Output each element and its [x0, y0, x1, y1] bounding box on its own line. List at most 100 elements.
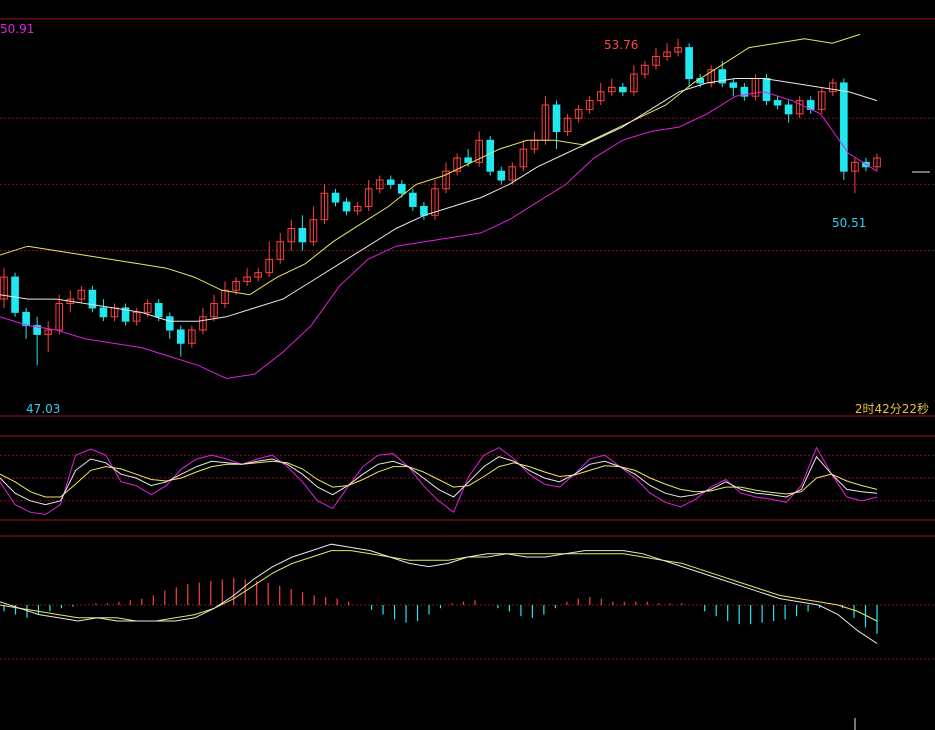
candle [22, 307, 30, 339]
candle-body [442, 170, 450, 190]
candle-body [77, 289, 86, 300]
candle-body [718, 69, 727, 84]
candle [398, 180, 406, 198]
candle [11, 272, 19, 317]
candle-body [287, 228, 296, 243]
candle [607, 78, 616, 97]
candle [674, 38, 682, 57]
chart-frame [0, 18, 935, 537]
candle [795, 96, 804, 119]
candle-body [342, 201, 351, 212]
candle [276, 232, 285, 264]
candle [165, 312, 174, 339]
candle-body [132, 311, 141, 322]
candle [552, 100, 561, 150]
candle [475, 131, 483, 167]
candle [851, 157, 859, 194]
candle [685, 43, 693, 88]
candle [287, 219, 296, 251]
candle-body [817, 91, 826, 110]
candle-body [265, 258, 274, 274]
candle-body [143, 303, 152, 313]
candle-body [88, 289, 97, 309]
candle-body [254, 272, 262, 278]
candle [541, 96, 550, 145]
kdj-panel[interactable] [0, 446, 935, 516]
candle [431, 180, 439, 220]
candle-body [398, 183, 406, 194]
candle [729, 78, 738, 97]
candle-body [497, 170, 506, 181]
candle-body [420, 205, 428, 216]
candle-body [320, 192, 329, 221]
candle-body [353, 205, 362, 212]
macd-dif-line [0, 543, 878, 644]
candle [563, 113, 572, 136]
candle [652, 47, 660, 70]
candle [873, 153, 881, 172]
candle-body [386, 179, 395, 185]
recent-low-marker: 50.51 [832, 216, 867, 230]
candle [530, 131, 539, 154]
candle [442, 162, 450, 194]
lower-band-line [0, 91, 878, 380]
kdj-j-line [0, 446, 878, 516]
candle-body [585, 100, 594, 110]
candle-body [674, 47, 682, 53]
candle [453, 153, 461, 176]
candle-body [176, 329, 185, 344]
candle [630, 65, 638, 97]
candle-body [55, 303, 64, 331]
top-price-label: 50.91 [0, 22, 35, 36]
candle-body [199, 316, 207, 331]
candle-body [44, 329, 53, 335]
candle-body [607, 86, 616, 93]
candle-body [574, 108, 583, 119]
candle [55, 294, 64, 335]
candle [409, 188, 417, 211]
candle-body [11, 276, 19, 313]
middle-band-line [0, 78, 878, 322]
candle [707, 65, 716, 88]
candle [132, 307, 141, 326]
candle [386, 175, 395, 189]
candle-body [188, 329, 196, 344]
candle-body [298, 228, 307, 243]
candle [254, 268, 262, 282]
price-panel[interactable] [0, 33, 935, 380]
candle-body [740, 86, 749, 97]
candle [663, 43, 671, 61]
candle-body [828, 82, 837, 93]
candle [0, 268, 8, 308]
candle-body [309, 219, 318, 243]
candle-body [464, 157, 472, 163]
kdj-d-line [0, 460, 878, 498]
candle [585, 96, 594, 114]
candle [265, 241, 274, 278]
candle [353, 202, 362, 216]
candle-body [873, 157, 881, 168]
candle-body [22, 311, 30, 327]
candle [232, 277, 240, 295]
candle [99, 299, 108, 322]
candle [33, 316, 41, 366]
candle-body [364, 188, 373, 207]
candle-body [486, 139, 495, 172]
candle [188, 325, 196, 348]
candle-body [154, 303, 163, 318]
high-price-marker: 53.76 [604, 38, 639, 52]
candle-body [519, 148, 528, 168]
candle [840, 78, 848, 180]
candle-body [331, 192, 340, 203]
candle-body [707, 69, 716, 84]
candle-body [663, 51, 671, 57]
candle [508, 162, 517, 185]
kdj-k-line [0, 455, 878, 506]
candle [331, 188, 340, 207]
macd-panel[interactable] [0, 543, 935, 730]
candle-body [0, 276, 8, 300]
candle [320, 184, 329, 225]
candle-body [552, 104, 561, 132]
candle [619, 82, 627, 97]
